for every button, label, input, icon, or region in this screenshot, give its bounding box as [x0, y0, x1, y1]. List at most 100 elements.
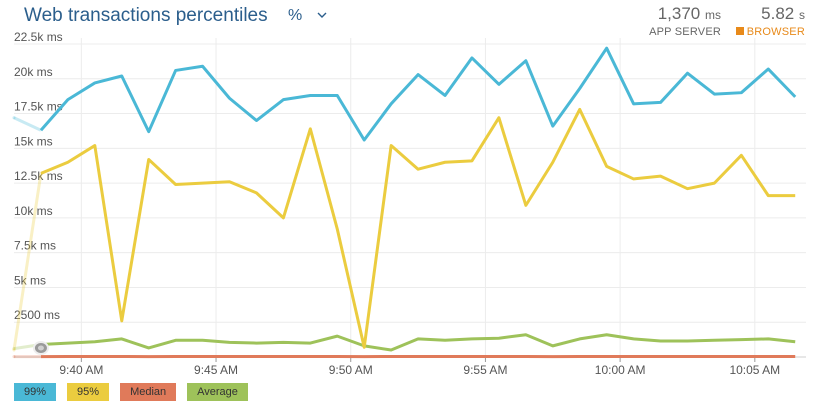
data-point-99 — [174, 69, 177, 72]
data-point-99 — [551, 125, 554, 128]
data-point-99 — [255, 119, 258, 122]
data-point-median — [174, 355, 177, 358]
data-point-median — [12, 355, 16, 359]
data-point-99 — [147, 130, 150, 133]
series-line-faded-99 — [13, 116, 42, 132]
data-point-average — [605, 333, 608, 336]
data-point-average — [713, 339, 716, 342]
data-point-average — [417, 337, 420, 340]
data-point-average — [524, 333, 527, 336]
app-server-stat: 1,370 ms APP SERVER — [649, 4, 721, 38]
data-point-median — [740, 355, 743, 358]
data-point-99 — [228, 97, 231, 100]
data-point-99 — [497, 83, 500, 86]
chevron-down-icon[interactable] — [317, 12, 327, 18]
data-point-average — [390, 349, 393, 352]
chart-title: Web transactions percentiles — [24, 5, 268, 26]
data-point-median — [120, 355, 123, 358]
x-tick-label: 9:45 AM — [194, 363, 238, 377]
data-point-99 — [309, 94, 312, 97]
data-point-average — [740, 338, 743, 341]
browser-label: BROWSER — [746, 26, 805, 38]
data-point-95 — [336, 228, 339, 231]
y-tick-label: 12.5k ms — [14, 169, 63, 183]
data-point-average — [767, 337, 770, 340]
data-point-95 — [363, 346, 366, 349]
data-point-median — [66, 355, 69, 358]
data-point-median — [713, 355, 716, 358]
data-point-average — [497, 337, 500, 340]
data-point-99 — [632, 102, 635, 105]
y-tick-label: 15k ms — [14, 134, 53, 148]
data-point-median — [578, 355, 581, 358]
data-point-99 — [740, 91, 743, 94]
data-point-99 — [120, 74, 123, 77]
unit-selector[interactable]: % — [288, 7, 303, 24]
data-point-average — [336, 335, 339, 338]
data-point-99 — [282, 98, 285, 101]
data-point-95 — [66, 161, 69, 164]
data-point-median — [497, 355, 500, 358]
data-point-average — [120, 337, 123, 340]
x-tick-label: 10:00 AM — [595, 363, 646, 377]
data-point-99 — [524, 59, 527, 62]
data-point-99 — [39, 129, 42, 132]
data-point-average — [93, 340, 96, 343]
data-point-average — [282, 341, 285, 344]
data-point-95 — [147, 158, 150, 161]
range-handle-grip-icon — [37, 345, 44, 351]
browser-stat: 5.82 s BROWSER — [735, 4, 805, 38]
data-point-95 — [659, 175, 662, 178]
legend-item-median[interactable]: Median — [120, 383, 177, 401]
data-point-median — [390, 355, 393, 358]
data-point-median — [363, 355, 366, 358]
data-point-95 — [201, 182, 204, 185]
data-point-average — [255, 342, 258, 345]
y-tick-label: 2500 ms — [14, 308, 60, 322]
data-point-average — [66, 342, 69, 345]
legend-item-95[interactable]: 95% — [67, 383, 110, 401]
data-point-99 — [390, 102, 393, 105]
data-point-99 — [66, 98, 69, 101]
series-line-99 — [39, 46, 797, 142]
data-point-95 — [632, 177, 635, 180]
y-tick-label: 7.5k ms — [14, 239, 56, 253]
legend-item-99[interactable]: 99% — [14, 383, 57, 401]
data-point-99 — [605, 47, 608, 50]
data-point-average — [632, 337, 635, 340]
series-line-average — [40, 333, 796, 352]
data-point-median — [201, 355, 204, 358]
series-line-faded-95 — [12, 173, 43, 351]
data-point-99 — [794, 95, 797, 98]
data-point-95 — [174, 183, 177, 186]
data-point-average — [201, 339, 204, 342]
data-point-99 — [470, 56, 473, 59]
data-point-median — [470, 355, 473, 358]
x-tick-label: 10:05 AM — [729, 363, 780, 377]
data-point-99 — [336, 94, 339, 97]
data-point-95 — [686, 187, 689, 190]
data-point-median — [282, 355, 285, 358]
data-point-median — [659, 355, 662, 358]
legend-item-average[interactable]: Average — [187, 383, 248, 401]
data-point-median — [551, 355, 554, 358]
data-point-average — [174, 339, 177, 342]
data-point-average — [686, 340, 689, 343]
data-point-average — [470, 337, 473, 340]
data-point-95 — [551, 161, 554, 164]
data-point-median — [632, 355, 635, 358]
data-point-99 — [578, 87, 581, 90]
data-point-99 — [686, 72, 689, 75]
data-point-median — [93, 355, 96, 358]
data-point-median — [794, 355, 797, 358]
data-point-median — [336, 355, 339, 358]
data-point-99 — [12, 116, 16, 120]
data-point-average — [551, 344, 554, 347]
data-point-95 — [39, 172, 42, 175]
data-point-99 — [93, 81, 96, 84]
data-point-median — [228, 355, 231, 358]
y-tick-label: 10k ms — [14, 204, 53, 218]
data-point-99 — [713, 93, 716, 96]
y-tick-label: 17.5k ms — [14, 100, 63, 114]
data-point-99 — [363, 138, 366, 141]
